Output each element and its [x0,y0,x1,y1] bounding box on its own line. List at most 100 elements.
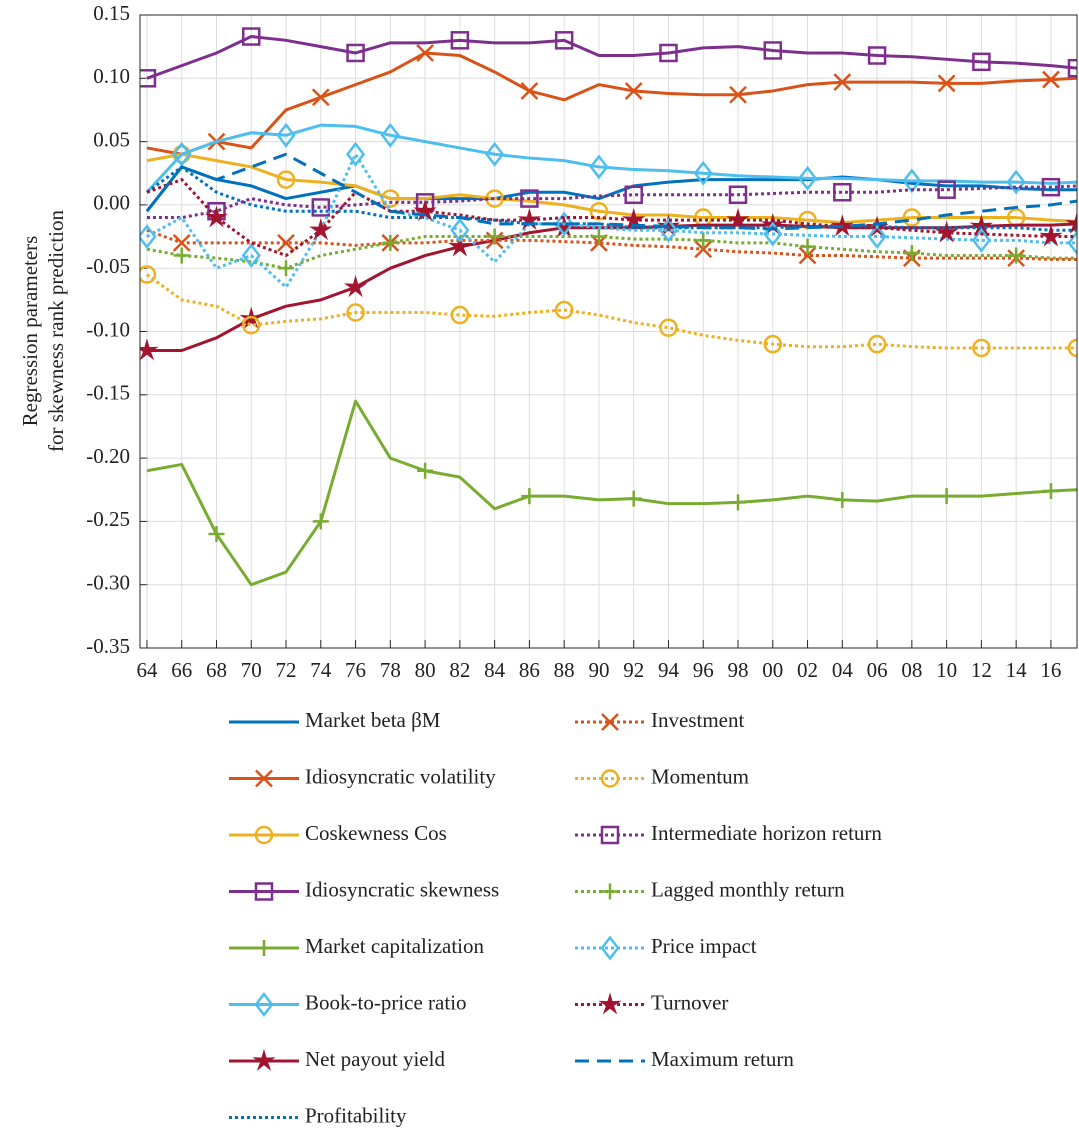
marker [255,769,273,788]
marker [833,73,852,91]
x-tick-label: 06 [867,658,888,682]
marker [834,491,851,508]
marker [208,526,225,543]
series-line [146,184,1077,220]
y-tick-label: -0.20 [86,444,130,468]
x-tick-label: 14 [1006,658,1028,682]
series-line [146,51,1077,156]
marker [971,227,991,253]
y-tick-label: -0.15 [86,381,130,405]
marker [693,160,713,186]
marker [204,205,229,228]
marker [937,180,956,199]
series-line [146,228,1077,261]
marker [728,185,748,205]
y-tick-label: -0.05 [86,254,130,278]
marker [276,170,296,189]
marker [972,338,991,358]
legend-label: Market beta βM [305,708,441,732]
marker [590,228,607,245]
y-tick-label: -0.10 [86,317,130,341]
marker [380,122,400,148]
marker [763,221,783,247]
series-group [140,27,1077,587]
y-tick-label: 0.15 [93,1,130,25]
series-line [146,235,1077,270]
marker [448,234,472,257]
marker [172,141,192,167]
marker [1041,177,1061,197]
x-tick-label: 08 [901,658,922,682]
marker [172,233,191,252]
x-tick-label: 92 [623,658,644,682]
marker [656,214,681,237]
marker [381,189,400,208]
x-tick-label: 82 [449,658,470,682]
legend-label: Idiosyncratic skewness [305,877,499,901]
marker [602,883,618,900]
marker [867,334,887,354]
marker [173,247,190,264]
marker [554,300,574,320]
x-tick-label: 88 [554,658,575,682]
series-line [146,273,1077,350]
marker [309,217,333,241]
marker [763,41,783,60]
marker [730,494,747,511]
marker [140,224,157,250]
marker [520,189,539,208]
marker [726,207,750,230]
x-tick-label: 96 [693,658,714,682]
marker [624,82,643,100]
marker [554,211,574,237]
legend-label: Maximum return [651,1047,794,1071]
marker [241,243,261,268]
series-line [145,152,1077,231]
legend-label: Price impact [651,934,757,958]
marker [1067,230,1077,256]
marker [311,198,331,217]
marker [486,228,503,245]
marker [140,338,159,361]
marker [1006,169,1026,195]
marker [242,315,261,335]
y-tick-label: 0.10 [93,64,130,88]
marker [799,238,816,255]
y-axis-label: Regression parameters [18,236,42,427]
x-tick-label: 10 [936,658,957,682]
x-tick-label: 70 [241,658,262,682]
marker [902,168,922,194]
marker [601,713,619,731]
series-line [146,35,1077,80]
marker [903,245,920,262]
legend-label: Profitability [305,1103,407,1127]
marker [659,43,678,63]
y-tick-label: -0.25 [86,507,130,531]
marker [140,265,157,284]
x-tick-label: 72 [276,658,297,682]
x-tick-label: 94 [658,658,680,682]
marker [554,31,574,50]
x-tick-label: 76 [345,658,366,682]
marker [867,224,887,250]
marker [694,240,713,259]
marker [450,305,470,325]
legend-label: Book-to-price ratio [305,990,467,1014]
marker [311,88,330,107]
marker [972,52,991,72]
marker [254,882,274,901]
legend-label: Investment [651,708,744,732]
series-line [146,152,1077,289]
x-tick-label: 02 [797,658,818,682]
marker [254,992,274,1017]
marker [345,141,366,167]
marker [624,185,643,205]
marker [625,490,642,507]
marker [797,165,818,191]
marker [277,233,295,252]
x-tick-label: 64 [136,658,158,682]
x-tick-label: 04 [832,658,854,682]
legend: Market beta βM Idiosyncratic volatility Co… [229,708,882,1127]
series-line [145,165,1077,213]
marker [659,318,678,337]
